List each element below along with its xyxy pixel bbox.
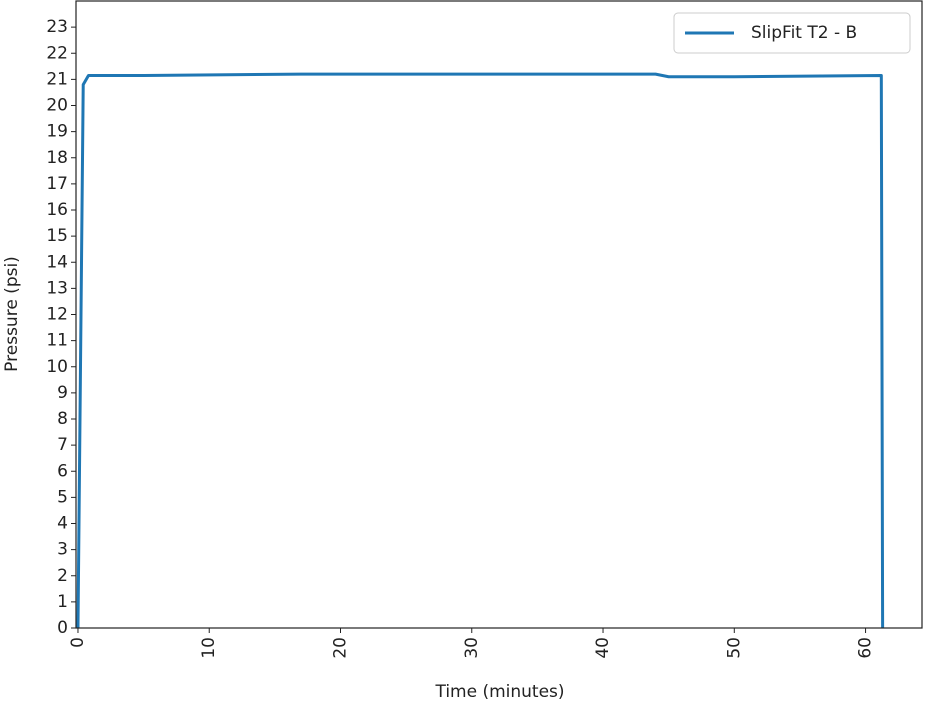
- x-tick-label: 40: [593, 637, 613, 659]
- y-tick-label: 10: [46, 357, 68, 377]
- y-tick-label: 9: [57, 383, 68, 403]
- y-tick-label: 19: [46, 122, 68, 142]
- y-tick-label: 8: [57, 409, 68, 429]
- y-tick-label: 7: [57, 435, 68, 455]
- x-tick-label: 50: [724, 637, 744, 659]
- y-tick-label: 22: [46, 43, 68, 63]
- y-tick-label: 18: [46, 148, 68, 168]
- y-tick-label: 21: [46, 69, 68, 89]
- y-tick-label: 16: [46, 200, 68, 220]
- x-tick-label: 10: [199, 637, 219, 659]
- y-tick-label: 11: [46, 331, 68, 351]
- plot-frame: [75, 0, 923, 629]
- y-tick-label: 4: [57, 514, 68, 534]
- x-tick-label: 30: [462, 637, 482, 659]
- x-tick-label: 20: [330, 637, 350, 659]
- series-line: [76, 72, 885, 629]
- y-tick-label: 17: [46, 174, 68, 194]
- y-tick-label: 0: [57, 618, 68, 638]
- y-tick-label: 3: [57, 540, 68, 560]
- legend-label: SlipFit T2 - B: [751, 23, 857, 43]
- y-tick-label: 13: [46, 278, 68, 298]
- y-tick-label: 1: [57, 592, 68, 612]
- x-axis-label: Time (minutes): [434, 682, 564, 702]
- x-tick-label: 0: [68, 637, 88, 648]
- x-tick-label: 60: [856, 637, 876, 659]
- legend-box: [673, 12, 911, 54]
- y-tick-label: 6: [57, 461, 68, 481]
- y-tick-label: 2: [57, 566, 68, 586]
- y-tick-label: 5: [57, 487, 68, 507]
- y-tick-label: 20: [46, 96, 68, 116]
- y-tick-label: 23: [46, 17, 68, 37]
- y-axis-label: Pressure (psi): [2, 256, 22, 372]
- y-tick-label: 14: [46, 252, 68, 272]
- y-tick-label: 12: [46, 305, 68, 325]
- y-tick-label: 15: [46, 226, 68, 246]
